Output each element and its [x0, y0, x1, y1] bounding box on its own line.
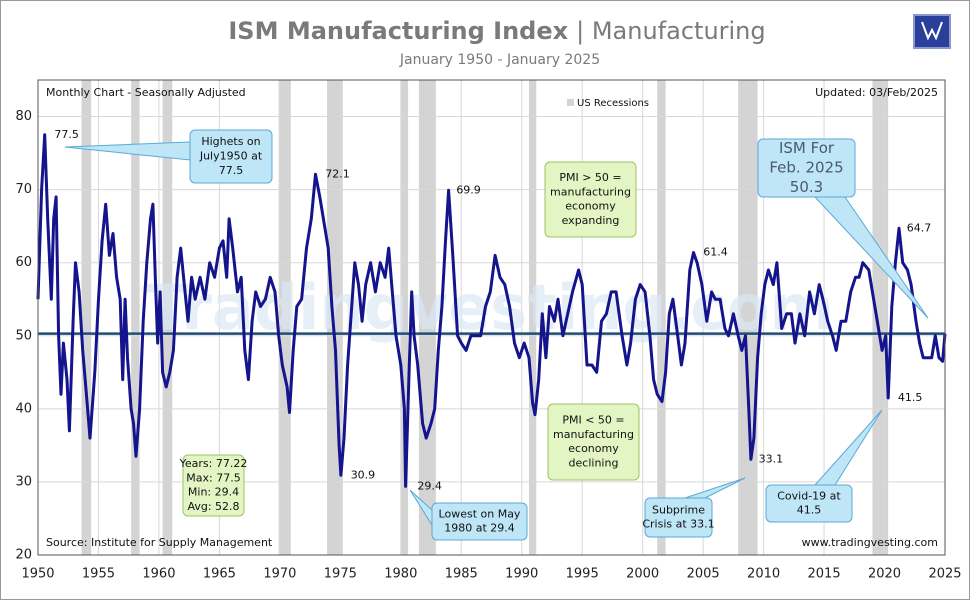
x-tick-label: 1965: [203, 567, 236, 582]
y-tick-label: 60: [15, 255, 32, 270]
callout-text: Covid-19 at: [777, 489, 841, 502]
point-label: 61.4: [703, 245, 728, 258]
y-tick-label: 80: [15, 109, 32, 124]
x-tick-label: 1955: [82, 567, 115, 582]
y-tick-label: 70: [15, 182, 32, 197]
recession-band: [131, 80, 140, 555]
callout-box: [544, 161, 637, 238]
recession-legend-label: US Recessions: [577, 98, 649, 109]
point-label: 69.9: [456, 183, 481, 196]
callout-text: economy: [568, 442, 619, 455]
callout-text: Lowest on May: [439, 507, 521, 520]
updated-note: Updated: 03/Feb/2025: [815, 86, 938, 99]
y-tick-label: 30: [15, 474, 32, 489]
recession-band: [418, 80, 436, 555]
callout-box: [547, 403, 640, 481]
logo: [913, 14, 951, 49]
y-tick-label: 50: [15, 328, 32, 343]
x-tick-label: 2010: [747, 567, 780, 582]
x-tick-label: 2020: [868, 567, 901, 582]
callout: Subprime Crisis at 33.1: [642, 477, 746, 538]
source-note: Source: Institute for Supply Management: [46, 536, 273, 549]
x-tick-label: 1985: [445, 567, 478, 582]
callout-text: PMI < 50 =: [562, 414, 624, 427]
callout-text: 1980 at 29.4: [444, 522, 515, 535]
recession-band: [81, 80, 92, 555]
callout: Lowest on May 1980 at 29.4: [409, 489, 528, 541]
title-main: ISM Manufacturing Index: [228, 17, 568, 45]
callout-text: Avg: 52.8: [187, 500, 239, 513]
callout-text: July1950 at: [199, 150, 263, 163]
callout: Covid-19 at 41.5: [765, 409, 883, 523]
x-tick-label: 1975: [324, 567, 357, 582]
callout-text: declining: [569, 456, 619, 469]
x-tick-label: 2000: [626, 567, 659, 582]
title-category: | Manufacturing: [576, 17, 766, 45]
callout-text: Feb. 2025: [769, 159, 843, 177]
point-label: 72.1: [325, 167, 350, 180]
point-label: 77.5: [54, 128, 79, 141]
callout-box: [644, 497, 713, 538]
callout-box: [757, 138, 856, 198]
y-tick-label: 40: [15, 401, 32, 416]
callout-text: PMI > 50 =: [559, 171, 621, 184]
recession-legend-swatch: [567, 99, 574, 106]
callout-text: Max: 77.5: [186, 471, 240, 484]
recession-band: [400, 80, 409, 555]
callout-text: Min: 29.4: [188, 486, 239, 499]
x-tick-label: 1950: [21, 567, 54, 582]
callout-text: Crisis at 33.1: [642, 518, 714, 531]
point-label: 30.9: [351, 468, 376, 481]
subtitle: January 1950 - January 2025: [399, 52, 600, 68]
x-tick-label: 1995: [566, 567, 599, 582]
series-line: [36, 133, 947, 488]
x-tick-label: 1970: [263, 567, 296, 582]
chart-note: Monthly Chart - Seasonally Adjusted: [46, 86, 246, 99]
callout-text: 77.5: [219, 164, 244, 177]
credit-note: www.tradingvesting.com: [802, 536, 938, 549]
recession-band: [162, 80, 173, 555]
callout-text: 50.3: [790, 178, 823, 196]
x-tick-label: 2005: [687, 567, 720, 582]
callout-text: manufacturing: [553, 428, 634, 441]
recession-band: [278, 80, 291, 555]
callout-box: [765, 484, 853, 523]
callout-box: [431, 502, 528, 541]
recession-band: [528, 80, 537, 555]
recession-band: [657, 80, 666, 555]
point-label: 29.4: [417, 479, 442, 492]
point-label: 33.1: [759, 452, 784, 465]
point-label: 64.7: [907, 221, 932, 234]
recession-band: [872, 80, 889, 555]
x-tick-label: 1980: [384, 567, 417, 582]
callout-box: [182, 454, 245, 517]
y-tick-label: 20: [15, 548, 32, 563]
callout-text: Subprime: [652, 503, 705, 516]
x-tick-label: 1990: [505, 567, 538, 582]
callout-text: 41.5: [797, 504, 822, 517]
callout-text: economy: [565, 200, 616, 213]
chart-title: ISM Manufacturing Index | Manufacturing: [228, 17, 765, 45]
callout-text: manufacturing: [550, 185, 631, 198]
callout-text: ISM For: [779, 139, 835, 157]
callout-text: Years: 77.22: [179, 457, 248, 470]
callout-text: expanding: [562, 214, 620, 227]
x-tick-label: 2015: [808, 567, 841, 582]
callout-text: Highets on: [201, 135, 260, 148]
plot-border: [37, 79, 946, 556]
callout-box: [189, 129, 273, 184]
x-tick-label: 2025: [928, 567, 961, 582]
point-label: 41.5: [898, 391, 923, 404]
x-tick-label: 1960: [142, 567, 175, 582]
